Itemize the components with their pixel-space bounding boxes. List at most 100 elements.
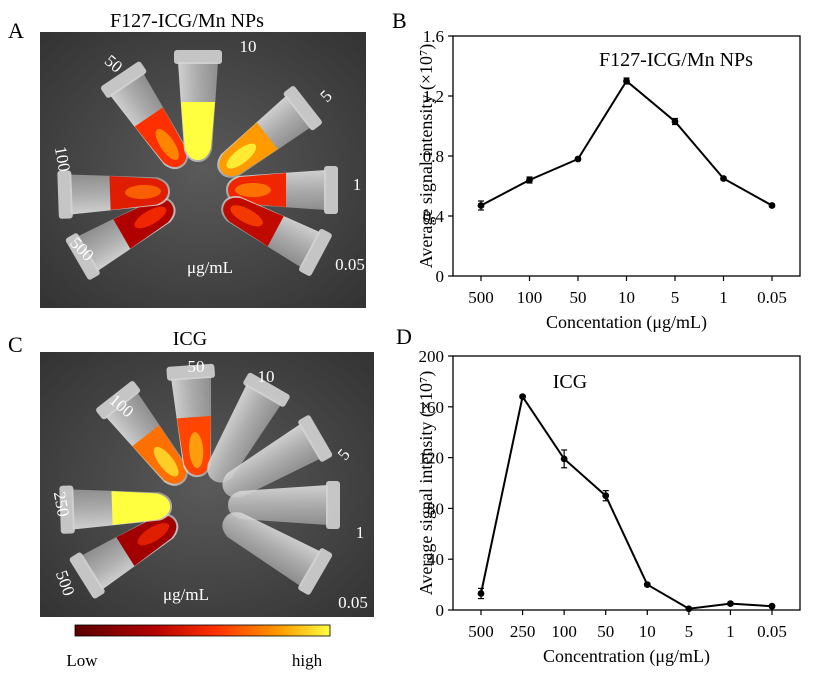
tube-label: 10: [240, 37, 257, 56]
tube-cap: [100, 61, 147, 98]
tube-signal-core: [134, 206, 167, 229]
chart-d-frame: [452, 355, 801, 611]
tube-body: [207, 384, 282, 483]
chart-b-data-point: [526, 176, 533, 184]
chart-d-data-point: [685, 605, 693, 613]
chart-d-data-point: [768, 602, 776, 610]
colorbar-low-label: Low: [66, 651, 98, 670]
chart-d-xtick-label: 250: [510, 622, 536, 641]
chart-d-ytick-label: 120: [419, 449, 445, 468]
chart-d-title: ICG: [553, 371, 587, 393]
tube-cap: [65, 233, 100, 280]
panel-letter-a: A: [8, 18, 24, 43]
chart-d-xtick-label: 1: [726, 622, 735, 641]
panel-c-unit: μg/mL: [163, 585, 209, 604]
chart-d-data-point: [643, 581, 651, 588]
tube-cap: [299, 229, 332, 276]
chart-d-ylabel: Average signal intensity (×10⁷): [416, 371, 437, 596]
tube-cap: [96, 381, 141, 420]
chart-b-ytick-label: 0: [436, 267, 445, 286]
tube: [100, 61, 189, 170]
chart-d-ytick-label: 40: [427, 550, 444, 569]
chart-b-data-point: [768, 202, 776, 209]
colorbar-high-label: high: [292, 651, 323, 670]
tube-signal-core: [155, 128, 179, 160]
tube-signal-core: [153, 446, 179, 477]
chart-d-xtick-label: 500: [468, 622, 494, 641]
tube: [166, 363, 215, 478]
tube-cap: [326, 481, 340, 529]
tube-body: [228, 485, 328, 525]
panel-letter-c: C: [8, 332, 23, 357]
chart-b-xlabel: Concentation (μg/mL): [546, 312, 707, 333]
chart-d-xtick-label: 50: [597, 622, 614, 641]
chart-d-series-line: [480, 394, 773, 610]
tube-cap: [59, 485, 75, 534]
chart-b-data-point: [477, 202, 485, 209]
tube: [96, 381, 188, 486]
tube: [174, 50, 222, 162]
chart-d-xlabel: Concentration (μg/mL): [543, 646, 710, 667]
chart-d-ytick-label: 160: [419, 398, 445, 417]
chart-b-title: F127-ICG/Mn NPs: [599, 49, 753, 71]
chart-b-data-point: [671, 118, 679, 125]
chart-b-data-point: [720, 175, 727, 182]
chart-d-data-point: [602, 492, 610, 500]
panel-a-title: F127-ICG/Mn NPs: [110, 10, 264, 32]
chart-d-xtick-label: 10: [639, 622, 656, 641]
tube: [222, 512, 333, 595]
panel-c-title: ICG: [173, 328, 207, 350]
tube-signal-core: [125, 184, 162, 199]
tube: [207, 372, 290, 483]
tube-signal-core: [235, 183, 271, 197]
chart-b-series-line: [480, 79, 773, 207]
tube: [221, 196, 332, 276]
chart-b-data-point: [574, 155, 582, 163]
chart-d-data-point: [477, 590, 485, 597]
tube-signal-core: [137, 522, 170, 546]
tube-label: 10: [258, 367, 275, 386]
tube-body: [222, 512, 321, 587]
tube-label: 0.05: [335, 255, 365, 274]
chart-d-xtick-label: 5: [685, 622, 694, 641]
tube-signal-core: [191, 117, 205, 153]
chart-d-ytick-label: 200: [419, 347, 445, 366]
chart-b-ytick-label: 1.2: [423, 87, 444, 106]
colorbar: [74, 624, 331, 637]
chart-b-xtick-label: 10: [618, 288, 635, 307]
panel-letter-d: D: [396, 324, 412, 349]
tube: [57, 170, 171, 219]
chart-b-xtick-label: 500: [468, 288, 494, 307]
chart-b-frame: [452, 35, 801, 277]
tube: [217, 86, 322, 178]
panel-a-unit: μg/mL: [187, 258, 233, 277]
tube: [69, 513, 179, 599]
chart-b-ytick-label: 0.4: [423, 207, 445, 226]
tube: [226, 166, 338, 214]
tube: [228, 481, 340, 529]
tube: [222, 415, 333, 498]
chart-d: 0 40 80 120 160 200 500 250 100 50 10 5 1 0.05 ICG Conc…: [416, 347, 801, 667]
tube-cap: [174, 50, 222, 64]
tube-label: 1: [356, 523, 365, 542]
tube-cap: [298, 415, 333, 462]
tube-signal-core: [230, 205, 263, 227]
chart-d-xtick-label: 100: [551, 622, 577, 641]
chart-d-data-point: [727, 600, 734, 608]
tube-cap: [243, 372, 290, 407]
chart-d-data-point: [519, 393, 526, 401]
chart-b-xtick-label: 0.05: [757, 288, 787, 307]
tube-label: 250: [50, 490, 73, 518]
tube-cap: [283, 86, 322, 131]
chart-d-ytick-label: 80: [427, 499, 444, 518]
chart-b-ylabel: Average signal intensity (×10⁷): [416, 44, 437, 269]
chart-d-ytick-label: 0: [436, 601, 445, 620]
tube-cap: [324, 166, 338, 214]
chart-b-xtick-label: 50: [570, 288, 587, 307]
chart-b: 0 0.4 0.8 1.2 1.6 500 100 50 10 5 1 0.05 F127-ICG/Mn…: [416, 27, 801, 333]
chart-b-ytick-label: 1.6: [423, 27, 444, 46]
tube-signal-core: [127, 499, 164, 514]
